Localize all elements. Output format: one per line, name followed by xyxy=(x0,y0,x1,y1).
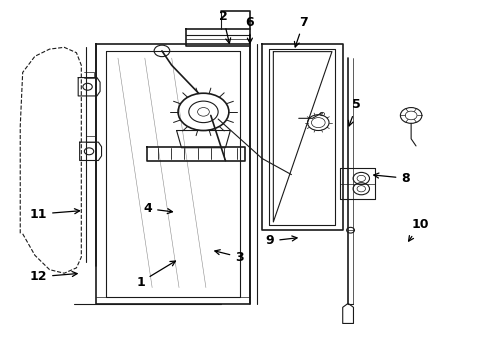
Text: 7: 7 xyxy=(294,16,308,47)
Text: 5: 5 xyxy=(348,98,361,126)
Text: 1: 1 xyxy=(136,261,175,289)
Text: 3: 3 xyxy=(215,250,244,264)
Text: 11: 11 xyxy=(29,208,79,221)
Text: 9: 9 xyxy=(266,234,297,247)
Text: 2: 2 xyxy=(219,10,231,43)
Text: 12: 12 xyxy=(29,270,77,283)
Text: 8: 8 xyxy=(374,172,410,185)
Text: 6: 6 xyxy=(245,16,254,43)
Text: 10: 10 xyxy=(409,218,429,241)
Text: 4: 4 xyxy=(144,202,172,215)
